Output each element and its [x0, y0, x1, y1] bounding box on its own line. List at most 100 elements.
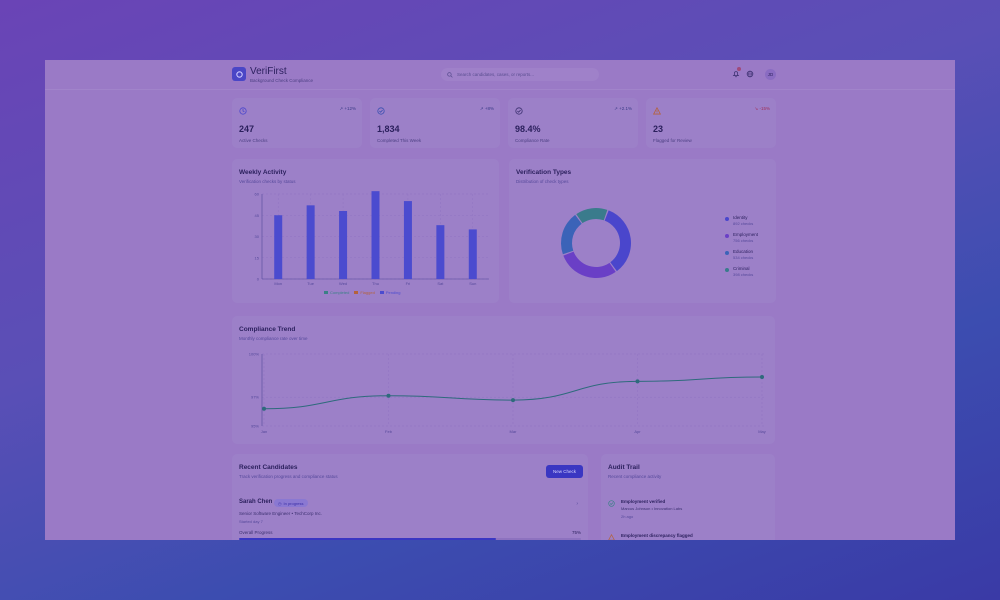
- weekly-activity-card: Weekly Activity Verification checks by s…: [232, 159, 499, 303]
- bar-wed: [339, 211, 348, 279]
- check-circle-icon: [377, 107, 385, 115]
- stat-label: Compliance Rate: [515, 138, 550, 143]
- y-tick-label: 100%: [249, 352, 260, 357]
- x-tick-label: Apr: [634, 429, 641, 434]
- verification-types-card: Verification Types Distribution of check…: [509, 159, 776, 303]
- candidate-start: Started day 7: [239, 519, 263, 524]
- trend-indicator: ↗ +2.1%: [614, 106, 632, 111]
- candidate-name[interactable]: Sarah Chen: [239, 499, 273, 505]
- stat-card-flagged: ↘ -15% 23 Flagged for Review: [646, 98, 776, 148]
- new-check-button[interactable]: New Check: [546, 465, 583, 478]
- x-tick-label: Tue: [307, 281, 315, 286]
- y-tick-label: 30: [255, 234, 260, 239]
- search-input[interactable]: Search candidates, cases, or reports...: [441, 68, 599, 81]
- y-tick-label: 15: [255, 255, 260, 260]
- card-title: Recent Candidates: [239, 464, 298, 471]
- clock-icon: [239, 107, 247, 115]
- slice-employment: [563, 251, 616, 278]
- bar-sun: [468, 229, 477, 279]
- legend-completed: Completed: [324, 290, 349, 295]
- x-tick-label: Mon: [274, 281, 282, 286]
- stat-card-active: ↗ +12% 247 Active Checks: [232, 98, 362, 148]
- progress-bar: [239, 538, 581, 540]
- y-tick-label: 45: [255, 213, 260, 218]
- chart-legend: Completed Flagged Pending: [324, 290, 401, 295]
- card-title: Compliance Trend: [239, 326, 296, 333]
- audit-title: Employment discrepancy flagged: [621, 533, 693, 538]
- slice-criminal: [576, 208, 608, 224]
- x-tick-label: Feb: [385, 429, 393, 434]
- recent-candidates-card: Recent Candidates Track verification pro…: [232, 454, 588, 540]
- logo-icon: [232, 67, 246, 81]
- bar-thu: [371, 191, 380, 279]
- bar-tue: [306, 205, 315, 279]
- check-circle-icon: [608, 500, 615, 507]
- data-point-apr: [635, 379, 640, 384]
- x-tick-label: Sun: [469, 281, 476, 286]
- card-title: Verification Types: [516, 169, 572, 176]
- x-tick-label: Wed: [339, 281, 347, 286]
- verification-donut-chart: [561, 208, 631, 278]
- card-subtitle: Monthly compliance rate over time: [239, 336, 308, 341]
- x-tick-label: Mar: [510, 429, 518, 434]
- search-placeholder: Search candidates, cases, or reports...: [457, 72, 535, 77]
- x-tick-label: Jan: [261, 429, 267, 434]
- alert-triangle-icon: [608, 534, 615, 540]
- candidate-role: Senior Software Engineer • TechCorp Inc.: [239, 511, 323, 516]
- bar-mon: [274, 215, 283, 279]
- x-tick-label: Thu: [372, 281, 379, 286]
- stat-value: 247: [239, 124, 255, 134]
- stat-card-completed: ↗ +8% 1,834 Completed This Week: [370, 98, 500, 148]
- x-tick-label: May: [758, 429, 766, 434]
- trend-indicator: ↗ +8%: [479, 106, 494, 111]
- bar-sat: [436, 225, 445, 279]
- trend-indicator: ↗ +12%: [339, 106, 356, 111]
- search-icon: [447, 71, 453, 78]
- progress-label: Overall Progress: [239, 530, 273, 535]
- stat-label: Active Checks: [239, 138, 268, 143]
- data-point-feb: [386, 393, 391, 398]
- stat-value: 23: [653, 124, 664, 134]
- bar-fri: [403, 201, 412, 279]
- globe-icon[interactable]: [745, 69, 755, 79]
- audit-trail-card: Audit Trail Recent compliance activity E…: [601, 454, 775, 540]
- stat-value: 98.4%: [515, 124, 541, 134]
- card-subtitle: Recent compliance activity: [608, 474, 662, 479]
- check-circle-icon: [515, 107, 523, 115]
- slice-identity: [604, 210, 631, 272]
- stat-value: 1,834: [377, 124, 400, 134]
- y-tick-label: 95%: [251, 424, 259, 429]
- card-title: Weekly Activity: [239, 169, 287, 176]
- audit-title: Employment verified: [621, 499, 666, 504]
- stat-card-compliance: ↗ +2.1% 98.4% Compliance Rate: [508, 98, 638, 148]
- progress-value: 75%: [571, 530, 581, 535]
- brand-name: VeriFirst: [250, 66, 287, 77]
- chevron-right-icon[interactable]: ›: [576, 501, 578, 507]
- bell-icon[interactable]: [731, 69, 741, 79]
- x-tick-label: Fri: [406, 281, 411, 286]
- y-tick-label: 0: [257, 277, 260, 282]
- card-subtitle: Verification checks by status: [239, 179, 296, 184]
- progress-fill: [239, 538, 496, 540]
- user-avatar[interactable]: JD: [765, 69, 776, 80]
- weekly-bar-chart: 0 15 30 45 60 Mon Tue Wed Thu Fri Sat Sun: [255, 191, 489, 286]
- clock-icon: ◷: [278, 500, 282, 506]
- top-header: VeriFirst Background Check Compliance Se…: [45, 60, 955, 90]
- card-subtitle: Track verification progress and complian…: [239, 474, 338, 479]
- app-window: VeriFirst Background Check Compliance Se…: [45, 60, 955, 540]
- trend-indicator: ↘ -15%: [754, 106, 770, 111]
- stat-label: Completed This Week: [377, 138, 422, 143]
- status-badge: ◷ In progress: [274, 499, 308, 507]
- card-subtitle: Distribution of check types: [516, 179, 569, 184]
- stat-label: Flagged for Review: [653, 138, 692, 143]
- brand-tagline: Background Check Compliance: [250, 78, 314, 83]
- slice-education: [561, 214, 582, 255]
- notification-dot: [737, 67, 741, 71]
- card-title: Audit Trail: [608, 464, 640, 471]
- data-point-jan: [262, 406, 266, 411]
- compliance-trend-card: Compliance Trend Monthly compliance rate…: [232, 316, 775, 444]
- alert-triangle-icon: [653, 107, 661, 115]
- data-point-may: [760, 375, 764, 380]
- audit-time: 2h ago: [621, 514, 634, 519]
- compliance-line-chart: 95% 97% 100% Jan Feb Mar Apr May: [249, 352, 766, 435]
